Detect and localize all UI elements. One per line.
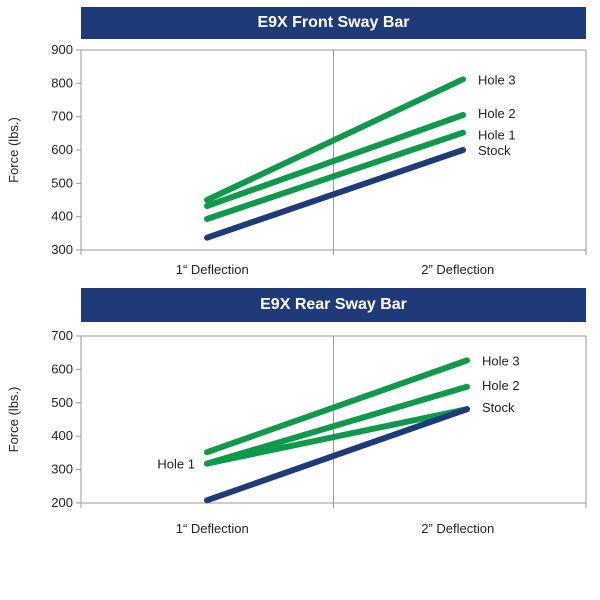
front-y-tick-label: 600	[51, 142, 73, 157]
front-series-hole-3-line	[204, 76, 466, 203]
front-y-tick-label: 300	[51, 242, 73, 257]
rear-y-tick-label: 600	[51, 361, 73, 376]
rear-category-label: 1“ Deflection	[176, 521, 249, 536]
rear-series-hole-3-label: Hole 3	[482, 353, 520, 368]
front-series-stock-line	[204, 147, 466, 241]
front-y-tick-label: 500	[51, 175, 73, 190]
front-category-label: 2” Deflection	[421, 262, 494, 277]
rear-y-tick-label: 200	[51, 495, 73, 510]
rear-series-stock-label: Stock	[482, 400, 515, 415]
front-y-tick-label: 400	[51, 209, 73, 224]
front-series-hole-2-line	[204, 112, 466, 209]
rear-y-axis-label: Force (lbs.)	[6, 387, 21, 453]
front-series-stock-label: Stock	[478, 143, 511, 158]
rear-series-stock-line	[204, 406, 470, 504]
front-series-hole-3-label: Hole 3	[478, 72, 516, 87]
front-category-label: 1“ Deflection	[176, 262, 249, 277]
rear-series-hole-1-line	[204, 406, 470, 467]
rear-series-hole-2-label: Hole 2	[482, 378, 520, 393]
rear-series-hole-1-label: Hole 1	[157, 457, 195, 472]
front-y-axis-label: Force (lbs.)	[6, 117, 21, 183]
rear-y-tick-label: 400	[51, 428, 73, 443]
front-chart-title: E9X Front Sway Bar	[81, 7, 586, 39]
rear-category-label: 2” Deflection	[421, 521, 494, 536]
rear-y-tick-label: 500	[51, 395, 73, 410]
rear-y-tick-label: 300	[51, 462, 73, 477]
front-y-tick-label: 900	[51, 42, 73, 57]
rear-chart-title: E9X Rear Sway Bar	[81, 288, 586, 322]
rear-y-tick-label: 700	[51, 328, 73, 343]
front-y-tick-label: 800	[51, 75, 73, 90]
front-series-hole-1-label: Hole 1	[478, 128, 516, 143]
front-series-hole-2-label: Hole 2	[478, 106, 516, 121]
rear-series-hole-3-line	[204, 357, 470, 456]
front-y-tick-label: 700	[51, 109, 73, 124]
front-series-hole-1-line	[204, 129, 466, 222]
rear-series-hole-2-line	[204, 383, 470, 467]
